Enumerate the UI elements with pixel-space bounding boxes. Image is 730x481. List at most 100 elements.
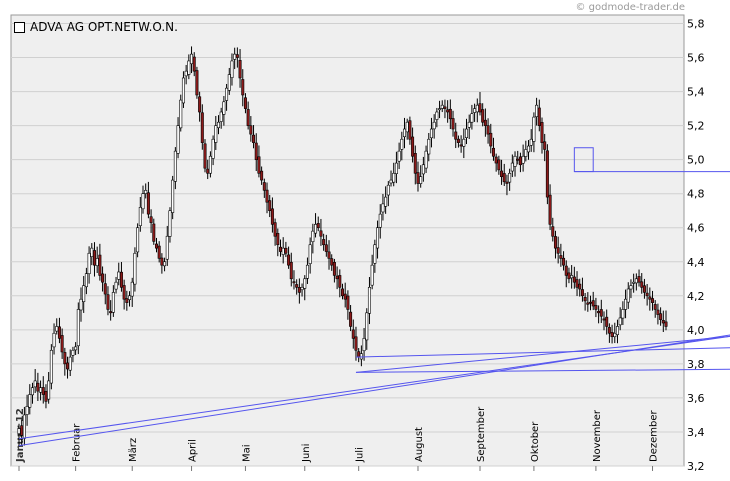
candle-body [219,111,223,122]
candle [303,275,307,301]
candle-body [49,349,53,384]
candle [443,99,447,119]
candle [648,287,652,311]
y-tick-label: 4,0 [687,324,705,337]
candle-body [429,128,433,139]
candle-body [203,143,207,169]
candle-body [22,414,26,439]
candle-body [465,128,469,139]
candle [243,93,247,114]
candle [149,209,153,233]
y-tick-label: 5,0 [687,154,705,167]
candle [63,347,67,376]
candle-body [144,189,148,194]
candle-body [308,244,312,265]
candle [421,156,425,182]
candle [49,344,53,390]
candle-body [79,298,83,311]
candle [76,302,80,355]
candle-body [103,283,107,295]
candle-body [505,181,509,184]
y-tick-label: 4,8 [687,188,705,201]
candle-body [532,116,536,142]
candle [101,266,105,292]
candle [225,83,229,111]
candle-body [494,156,498,164]
candle [238,49,242,88]
candle [119,262,123,292]
candle [478,92,482,116]
candle [260,166,264,185]
candle [481,103,485,127]
candle [626,282,630,309]
y-tick-label: 5,8 [687,18,705,31]
candle-body [438,108,442,111]
candle [400,131,404,161]
candle [527,140,531,160]
candle [308,237,312,274]
candles [17,46,668,446]
candle-body [408,120,412,140]
candle [408,116,412,145]
candle [489,123,493,154]
candle-body [281,247,285,255]
candle-body [613,332,617,338]
candle-body [483,119,487,126]
candle-body [362,338,366,352]
candle-body [446,109,450,113]
candle-body [238,60,242,79]
candle-body [637,276,641,283]
candle [505,174,509,196]
candle [249,116,253,142]
candle [273,218,277,246]
candle [419,165,423,188]
candle [128,291,132,307]
candle-body [225,87,229,101]
candle-body [260,170,264,181]
candle-body [192,56,196,72]
candle-body [71,349,75,356]
candle [98,243,102,281]
candle-body [335,275,339,280]
candle-body [389,179,393,184]
candle [370,254,374,290]
candle [486,118,490,144]
candle-body [74,346,78,351]
y-tick-label: 5,2 [687,120,705,133]
candle-body [122,285,126,300]
candle-body [179,99,183,129]
candle [324,234,328,257]
y-tick-label: 3,8 [687,358,705,371]
candle [284,241,288,258]
candle-body [591,300,595,307]
candle-body [184,70,188,77]
legend-label: ADVA AG OPT.NETW.O.N. [30,20,178,34]
candle [367,277,371,325]
candle-body [605,316,609,327]
candle-body [357,351,361,358]
candle [591,291,595,311]
candle-body [190,53,194,65]
candle-body [394,162,398,174]
candle-body [564,265,568,276]
candle [332,258,336,283]
candle [82,276,86,313]
candle-body [405,121,409,133]
candle [513,151,517,177]
candle-body [84,273,88,288]
candle-body [330,258,334,266]
candle-body [149,216,153,223]
candle-body [322,239,326,246]
candle [68,349,72,377]
candle [152,218,156,245]
trend-line [355,347,730,358]
candle-body [572,276,576,283]
candle-body [136,227,140,253]
candle-body [181,77,185,104]
candle-body [551,226,555,237]
candle [645,284,649,306]
candle [230,53,234,86]
candle-body [432,121,436,130]
x-month-label: November [592,409,603,462]
candle-body [570,275,574,279]
